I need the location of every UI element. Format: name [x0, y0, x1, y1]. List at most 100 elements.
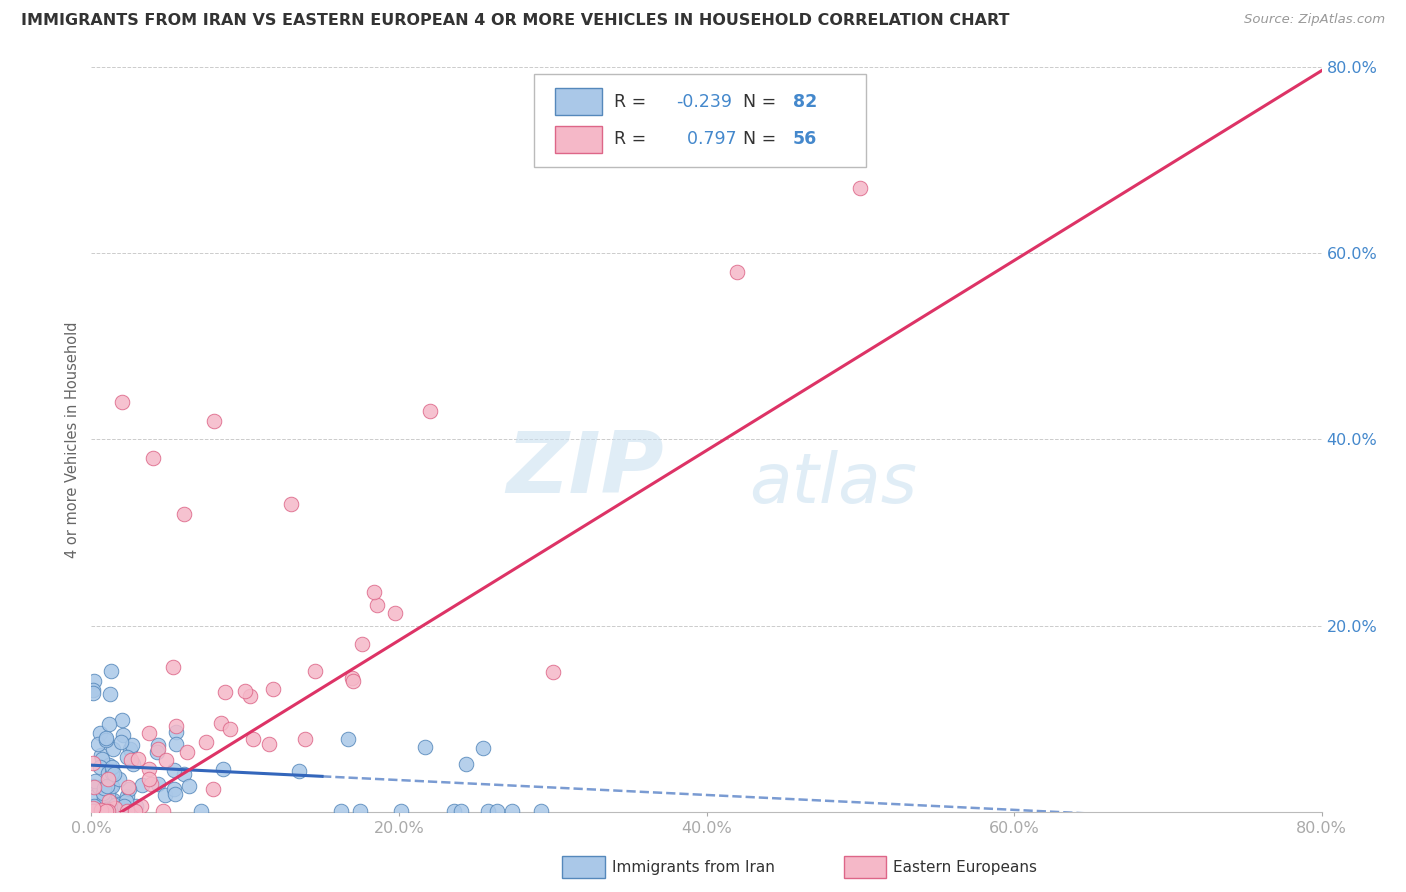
Point	[117, 780, 139, 794]
Point	[101, 779, 124, 793]
Point	[98, 688, 121, 702]
Point	[97, 757, 120, 772]
Point	[304, 664, 326, 678]
Point	[125, 798, 148, 813]
Point	[96, 804, 118, 818]
Point	[118, 741, 141, 756]
Point	[146, 745, 169, 759]
Point	[363, 585, 385, 599]
Point	[98, 717, 121, 731]
Point	[115, 789, 138, 804]
Point	[541, 665, 564, 679]
Point	[214, 685, 236, 699]
Point	[155, 789, 177, 803]
Text: N =: N =	[744, 130, 782, 148]
Point	[122, 756, 145, 771]
Point	[148, 742, 170, 756]
Text: Eastern Europeans: Eastern Europeans	[893, 860, 1036, 874]
Point	[165, 718, 187, 732]
Point	[114, 794, 136, 808]
Point	[120, 753, 142, 767]
Point	[142, 450, 165, 465]
Text: Immigrants from Iran: Immigrants from Iran	[612, 860, 775, 874]
Point	[103, 742, 125, 756]
Point	[443, 804, 465, 818]
Point	[389, 804, 412, 818]
Point	[165, 787, 187, 801]
Point	[477, 804, 499, 818]
Text: R =: R =	[614, 93, 652, 111]
Point	[84, 773, 107, 788]
Point	[349, 804, 371, 818]
Point	[485, 804, 508, 818]
Point	[96, 731, 118, 745]
Text: N =: N =	[744, 93, 782, 111]
Point	[239, 690, 262, 704]
Text: Source: ZipAtlas.com: Source: ZipAtlas.com	[1244, 13, 1385, 27]
Point	[97, 766, 120, 780]
Point	[162, 660, 184, 674]
Point	[111, 727, 134, 741]
Point	[83, 799, 105, 814]
Point	[415, 739, 437, 754]
Point	[110, 734, 132, 748]
FancyBboxPatch shape	[555, 126, 602, 153]
Point	[121, 738, 143, 752]
Point	[352, 637, 374, 651]
Text: atlas: atlas	[749, 450, 918, 517]
Point	[163, 782, 186, 797]
Point	[108, 772, 131, 786]
FancyBboxPatch shape	[555, 88, 602, 115]
Point	[112, 798, 135, 813]
Point	[501, 804, 523, 818]
Point	[280, 498, 302, 512]
Point	[242, 732, 264, 747]
Point	[91, 804, 114, 818]
Point	[101, 759, 124, 773]
Point	[173, 767, 195, 781]
Point	[96, 802, 118, 816]
Point	[117, 804, 139, 818]
Point	[138, 763, 160, 777]
FancyBboxPatch shape	[534, 74, 866, 168]
Point	[165, 724, 187, 739]
Point	[83, 780, 105, 794]
Point	[384, 606, 406, 620]
Point	[100, 778, 122, 792]
Point	[329, 804, 352, 818]
Text: ZIP: ZIP	[506, 427, 664, 510]
Point	[419, 404, 441, 418]
Point	[146, 738, 169, 752]
Point	[82, 683, 104, 698]
Point	[471, 741, 494, 756]
Point	[97, 802, 120, 816]
Point	[233, 683, 256, 698]
Point	[340, 672, 363, 686]
Point	[131, 778, 153, 792]
Point	[101, 793, 124, 807]
Point	[93, 786, 115, 800]
Point	[97, 804, 120, 818]
Point	[89, 725, 111, 739]
Point	[82, 756, 104, 771]
Point	[202, 414, 225, 428]
Y-axis label: 4 or more Vehicles in Household: 4 or more Vehicles in Household	[65, 321, 80, 558]
Point	[86, 804, 108, 818]
Point	[849, 181, 872, 195]
Point	[725, 265, 748, 279]
Point	[93, 791, 115, 805]
Text: 0.797: 0.797	[676, 130, 737, 148]
Point	[194, 734, 217, 748]
Point	[93, 803, 115, 817]
Point	[82, 779, 104, 793]
Point	[342, 674, 364, 689]
Point	[190, 804, 212, 818]
Point	[87, 780, 110, 794]
Point	[83, 674, 105, 689]
Point	[177, 779, 200, 793]
Point	[163, 763, 186, 777]
Point	[138, 726, 160, 740]
Point	[101, 765, 124, 780]
Point	[115, 750, 138, 764]
Point	[366, 598, 388, 612]
